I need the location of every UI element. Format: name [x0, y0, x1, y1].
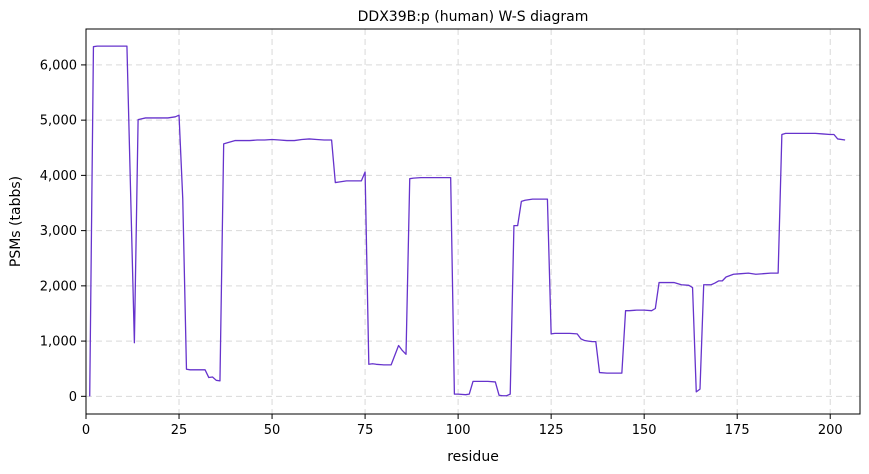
y-axis-label: PSMs (tabbs) — [8, 176, 24, 267]
x-tick-label: 125 — [539, 423, 564, 438]
x-tick-label: 175 — [725, 423, 750, 438]
y-tick-label: 3,000 — [40, 224, 77, 239]
plot-frame — [85, 28, 861, 415]
series-line-group — [89, 45, 846, 397]
y-tick-label: 2,000 — [40, 279, 77, 294]
x-tick-label: 150 — [632, 423, 657, 438]
x-axis-label: residue — [447, 449, 499, 465]
y-tick-label: 0 — [69, 390, 77, 405]
x-tick-label: 50 — [264, 423, 281, 438]
x-tick-label: 0 — [82, 423, 90, 438]
x-tick-label: 75 — [357, 423, 374, 438]
series-line — [89, 45, 846, 397]
y-tick-label: 5,000 — [40, 114, 77, 129]
x-tick-label: 200 — [818, 423, 843, 438]
y-tick-label: 1,000 — [40, 335, 77, 350]
y-tick-label: 4,000 — [40, 169, 77, 184]
y-tick-label: 6,000 — [40, 58, 77, 73]
x-tick-label: 100 — [446, 423, 471, 438]
x-tick-label: 25 — [171, 423, 188, 438]
chart-title: DDX39B:p (human) W-S diagram — [358, 9, 589, 25]
y-axis-ticks: 0 1,000 2,000 3,000 4,000 5,000 6,000 — [40, 58, 86, 405]
grid — [85, 29, 860, 414]
x-axis-ticks: 0 25 50 75 100 125 150 175 200 — [82, 414, 843, 438]
